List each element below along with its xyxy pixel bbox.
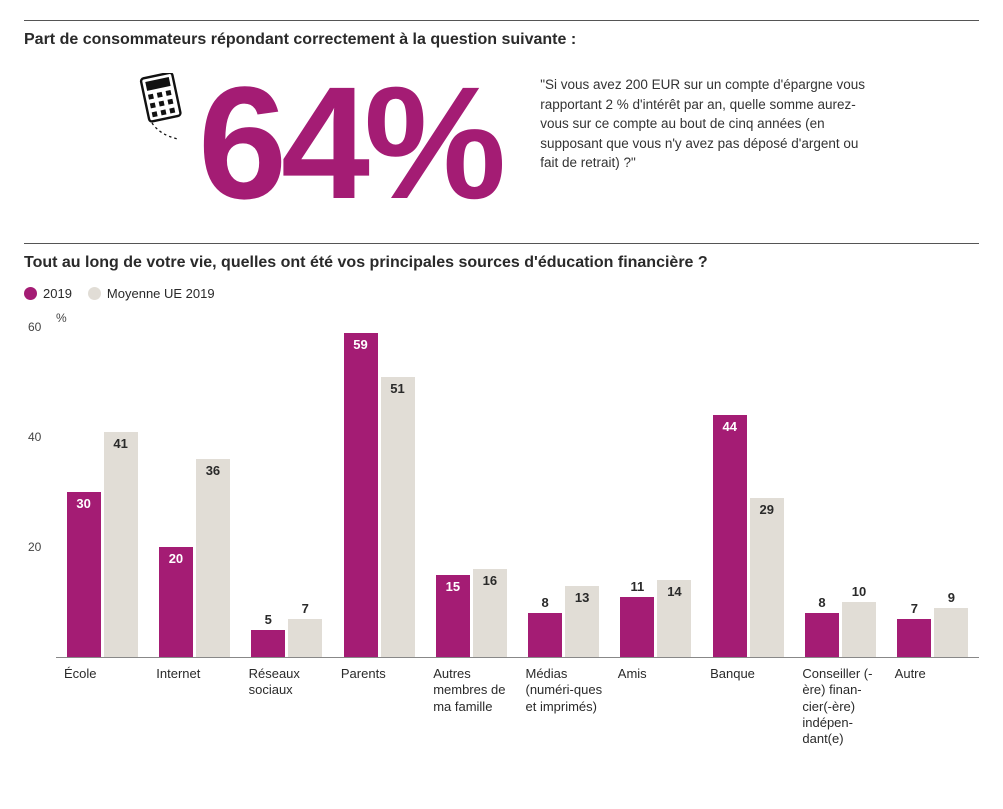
- bar: 9: [934, 608, 968, 658]
- bar-value-label: 7: [897, 601, 931, 616]
- bar-value-label: 29: [750, 502, 784, 517]
- bar: 59: [344, 333, 378, 658]
- bar-value-label: 14: [657, 584, 691, 599]
- chart-legend: 2019 Moyenne UE 2019: [24, 286, 979, 301]
- bar-value-label: 9: [934, 590, 968, 605]
- top-title: Part de consommateurs répondant correcte…: [24, 31, 979, 49]
- bar-value-label: 51: [381, 381, 415, 396]
- legend-item-eu: Moyenne UE 2019: [88, 286, 215, 301]
- bar-group: 30 41: [56, 432, 148, 658]
- bar-value-label: 36: [196, 463, 230, 478]
- bar-value-label: 5: [251, 612, 285, 627]
- bar-value-label: 20: [159, 551, 193, 566]
- legend-swatch-eu: [88, 287, 101, 300]
- section-rule-chart: [24, 243, 979, 244]
- bar: 16: [473, 569, 507, 657]
- x-axis-label: École: [56, 666, 148, 747]
- x-axis-label: Réseaux sociaux: [241, 666, 333, 747]
- x-axis-label: Banque: [702, 666, 794, 747]
- bar: 7: [897, 619, 931, 658]
- legend-swatch-2019: [24, 287, 37, 300]
- legend-label-eu: Moyenne UE 2019: [107, 286, 215, 301]
- bar-value-label: 30: [67, 496, 101, 511]
- big-stat-number: 64%: [198, 63, 500, 223]
- bar: 14: [657, 580, 691, 657]
- bar-value-label: 15: [436, 579, 470, 594]
- bar-group: 813: [517, 586, 609, 658]
- bar: 36: [196, 459, 230, 657]
- bar-value-label: 59: [344, 337, 378, 352]
- bar: 30: [67, 492, 101, 657]
- x-axis-label: Internet: [148, 666, 240, 747]
- bar-group: 79: [887, 608, 979, 658]
- bar: 7: [288, 619, 322, 658]
- bar-groups: 3041203657595115168131114442981079: [56, 327, 979, 657]
- bar-value-label: 8: [805, 595, 839, 610]
- legend-label-2019: 2019: [43, 286, 72, 301]
- bar-group: 2036: [148, 459, 240, 657]
- legend-item-2019: 2019: [24, 286, 72, 301]
- bar-group: 1516: [425, 569, 517, 657]
- chart-title: Tout au long de votre vie, quelles ont é…: [24, 254, 979, 272]
- question-quote: "Si vous avez 200 EUR sur un compte d'ép…: [540, 75, 870, 173]
- bar: 15: [436, 575, 470, 658]
- bar: 10: [842, 602, 876, 657]
- x-axis-labels: ÉcoleInternetRéseaux sociauxParentsAutre…: [56, 666, 979, 747]
- bar: 8: [528, 613, 562, 657]
- x-axis-label: Autre: [887, 666, 979, 747]
- bar-group: 810: [794, 602, 886, 657]
- chart-plot: 3041203657595115168131114442981079 20406…: [56, 327, 979, 658]
- x-axis-label: Parents: [333, 666, 425, 747]
- bar-value-label: 44: [713, 419, 747, 434]
- bar: 44: [713, 415, 747, 657]
- calculator-icon: [134, 73, 190, 139]
- y-tick: 20: [28, 540, 41, 554]
- section-rule-top: [24, 20, 979, 21]
- x-axis-label: Amis: [610, 666, 702, 747]
- bar: 41: [104, 432, 138, 658]
- bar-value-label: 10: [842, 584, 876, 599]
- x-axis-label: Médias (numéri-ques et imprimés): [517, 666, 609, 747]
- y-axis-unit: %: [56, 311, 979, 325]
- bar: 51: [381, 377, 415, 658]
- bar-group: 44 29: [702, 415, 794, 657]
- bar: 11: [620, 597, 654, 658]
- bar-value-label: 41: [104, 436, 138, 451]
- bar-value-label: 11: [620, 579, 654, 594]
- bar-value-label: 7: [288, 601, 322, 616]
- x-axis-label: Autres membres de ma famille: [425, 666, 517, 747]
- bar: 5: [251, 630, 285, 658]
- x-axis-label: Conseiller (-ère) finan-cier(-ère) indép…: [794, 666, 886, 747]
- stat-block: 64% "Si vous avez 200 EUR sur un compte …: [24, 63, 979, 243]
- bar-value-label: 13: [565, 590, 599, 605]
- bar-value-label: 16: [473, 573, 507, 588]
- y-tick: 40: [28, 430, 41, 444]
- chart-area: % 3041203657595115168131114442981079 204…: [24, 311, 979, 747]
- bar-value-label: 8: [528, 595, 562, 610]
- y-tick: 60: [28, 320, 41, 334]
- bar-group: 1114: [610, 580, 702, 657]
- bar-group: 59 51: [333, 333, 425, 658]
- bar: 8: [805, 613, 839, 657]
- bar: 20: [159, 547, 193, 657]
- bar: 13: [565, 586, 599, 658]
- bar-group: 57: [241, 619, 333, 658]
- bar: 29: [750, 498, 784, 658]
